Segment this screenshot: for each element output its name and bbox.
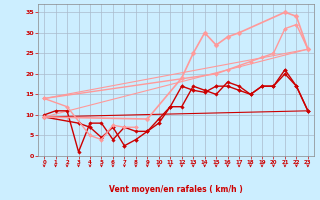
X-axis label: Vent moyen/en rafales ( km/h ): Vent moyen/en rafales ( km/h ) (109, 185, 243, 194)
